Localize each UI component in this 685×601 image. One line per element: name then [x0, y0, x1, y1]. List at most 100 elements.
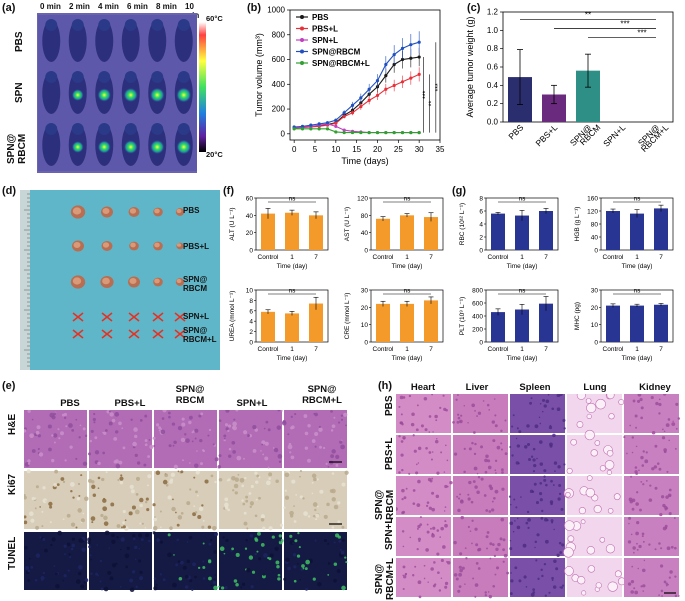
- cell-dot: [108, 547, 111, 549]
- data-point: [292, 127, 296, 131]
- y-tick-label: 60: [246, 196, 254, 203]
- organ-tile: [396, 394, 451, 433]
- cell-dot: [109, 576, 114, 581]
- cell-dot: [276, 564, 280, 569]
- nucleus-dot: [509, 539, 512, 542]
- tumor-hotspot: [149, 87, 165, 103]
- cell-dot: [167, 495, 172, 500]
- cell-dot: [80, 474, 83, 477]
- cell-dot: [95, 572, 98, 576]
- nucleus-dot: [635, 502, 639, 506]
- cell-dot: [111, 533, 115, 538]
- cell-dot: [118, 421, 122, 426]
- histology-tile: [284, 410, 347, 468]
- y-tick-label: 0.6: [487, 63, 499, 72]
- x-tick-label: 20: [373, 145, 382, 154]
- y-tick-label: 6: [249, 308, 253, 315]
- cell-dot: [323, 446, 326, 450]
- nucleus-dot: [444, 523, 448, 528]
- significance-mark: ***: [435, 83, 442, 91]
- cell-dot: [244, 476, 247, 480]
- cell-dot: [138, 576, 144, 581]
- nucleus-dot: [467, 493, 470, 496]
- cell-dot: [53, 412, 57, 416]
- nucleus-dot: [484, 591, 487, 594]
- cell-dot: [273, 447, 279, 453]
- cell-dot: [227, 508, 231, 512]
- cell-dot: [248, 555, 254, 560]
- nucleus-dot: [432, 431, 434, 433]
- cell-dot: [232, 425, 238, 431]
- alveolus: [607, 508, 614, 514]
- cell-dot: [36, 425, 41, 430]
- cell-dot: [196, 494, 199, 497]
- cell-dot: [204, 479, 209, 484]
- cell-dot: [233, 418, 236, 421]
- cell-dot: [277, 577, 281, 581]
- nucleus-dot: [506, 571, 510, 575]
- nucleus-dot: [549, 500, 554, 504]
- cell-dot: [132, 534, 136, 538]
- tumor-hotspot: [97, 140, 111, 154]
- cell-dot: [195, 470, 200, 475]
- cell-dot: [104, 530, 110, 536]
- cell-dot: [275, 560, 280, 565]
- cell-dot: [340, 414, 344, 417]
- organ-row-label-spn-rbcm-l: SPN@ RBCM+L: [374, 558, 396, 600]
- cell-dot: [218, 478, 223, 482]
- cell-dot: [316, 478, 319, 481]
- cell-dot: [39, 506, 42, 508]
- nucleus-dot: [477, 476, 481, 479]
- cell-dot: [186, 541, 189, 543]
- cell-dot: [225, 427, 229, 431]
- cell-dot: [122, 510, 126, 514]
- nucleus-dot: [432, 526, 436, 530]
- cell-dot: [70, 547, 74, 551]
- cell-dot: [155, 583, 158, 586]
- cell-dot: [117, 479, 120, 481]
- alveolus: [593, 504, 602, 514]
- nucleus-dot: [658, 398, 661, 401]
- mouse-head: [98, 19, 111, 31]
- cell-dot: [241, 582, 246, 586]
- tumor-hotspot: [71, 141, 84, 153]
- cell-dot: [87, 540, 91, 545]
- nucleus-dot: [403, 496, 407, 500]
- y-tick-label: 120: [357, 196, 368, 203]
- nucleus-dot: [431, 533, 435, 538]
- nucleus-dot: [675, 402, 679, 406]
- cell-dot: [224, 502, 229, 508]
- alveolus: [599, 537, 606, 543]
- nucleus-dot: [642, 540, 645, 543]
- alveolus: [564, 566, 574, 576]
- nucleus-dot: [439, 536, 441, 538]
- cell-dot: [139, 418, 143, 422]
- x-tick-label: 30: [415, 145, 424, 154]
- cell-dot: [159, 540, 164, 544]
- y-tick-label: 20: [361, 305, 369, 312]
- x-tick-label: 5: [313, 145, 318, 154]
- cell-dot: [68, 423, 73, 428]
- organ-tile: [510, 435, 565, 474]
- cell-dot: [311, 481, 314, 484]
- nucleus-dot: [534, 546, 536, 549]
- cell-dot: [331, 497, 336, 502]
- cell-dot: [97, 476, 101, 480]
- y-tick-label: 1.0: [487, 26, 499, 35]
- nucleus-dot: [491, 543, 495, 546]
- nucleus-dot: [668, 488, 672, 492]
- nucleus-dot: [661, 595, 663, 597]
- nucleus-dot: [641, 464, 645, 467]
- cell-dot: [195, 490, 198, 494]
- cell-dot: [172, 498, 174, 501]
- y-tick-label: 600: [472, 301, 483, 308]
- alveolus: [578, 507, 586, 515]
- photo-background: [20, 190, 220, 370]
- thermal-grid: [37, 13, 206, 173]
- cell-dot: [311, 473, 317, 479]
- cell-dot: [191, 588, 194, 591]
- cell-dot: [124, 519, 127, 522]
- nucleus-dot: [444, 585, 448, 589]
- y-tick-label: 2: [249, 329, 253, 336]
- nucleus-dot: [400, 413, 403, 416]
